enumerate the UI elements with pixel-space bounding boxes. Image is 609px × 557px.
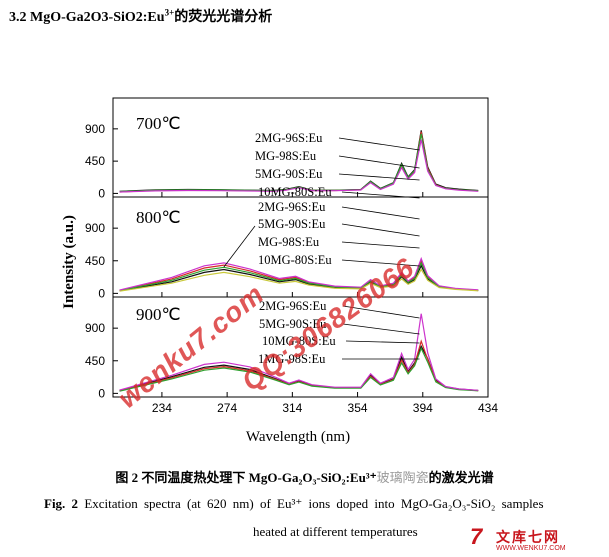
x-tick-label: 434	[478, 401, 498, 415]
band-arrow	[223, 225, 256, 268]
series-label: 10MG-80S:Eu	[258, 253, 332, 267]
section-heading: 3.2 MgO-Ga2O3-SiO2:Eu3+的荧光光谱分析	[9, 7, 273, 25]
y-tick-label: 900	[85, 122, 105, 136]
label-arrow	[338, 173, 420, 181]
series-line	[119, 256, 479, 291]
y-tick-label: 900	[85, 321, 105, 335]
logo-url: WWW.WENKU7.COM	[496, 545, 566, 552]
series-label: MG-98S:Eu	[258, 235, 320, 249]
figure-caption-english-line2: heated at different temperatures	[253, 524, 418, 539]
y-tick-label: 450	[85, 154, 105, 168]
series-label: 5MG-90S:Eu	[259, 317, 327, 331]
y-tick-label: 0	[98, 386, 105, 400]
label-arrow	[345, 340, 420, 344]
y-tick-label: 450	[85, 354, 105, 368]
panel-1-series	[119, 130, 479, 193]
series-label: 10MG-80S:Eu	[262, 334, 336, 348]
y-axis-label: Intensity (a.u.)	[61, 215, 77, 309]
label-arrow	[342, 305, 420, 319]
label-arrow	[341, 206, 420, 220]
series-line	[119, 339, 479, 392]
series-label: 2MG-96S:Eu	[259, 299, 327, 313]
label-arrow	[338, 137, 420, 151]
x-tick-label: 274	[217, 401, 237, 415]
series-line	[119, 313, 479, 391]
x-tick-label: 314	[282, 401, 302, 415]
x-tick-label: 394	[413, 401, 433, 415]
panel-title: 700℃	[136, 114, 181, 133]
figure-caption-english: Fig. 2 Excitation spectra (at 620 nm) of…	[44, 496, 544, 511]
logo-mark: 7	[470, 524, 483, 549]
panel-title: 900℃	[136, 305, 181, 324]
series-line	[119, 346, 479, 392]
series-label: 10MG-80S:Eu	[258, 185, 332, 199]
label-arrow	[341, 223, 420, 237]
series-label: 2MG-96S:Eu	[255, 131, 323, 145]
series-label: 2MG-96S:Eu	[258, 200, 326, 214]
y-tick-label: 0	[98, 186, 105, 200]
panel-2-series	[119, 256, 479, 292]
label-arrow	[338, 155, 420, 169]
series-label: 5MG-90S:Eu	[255, 167, 323, 181]
panel-3-series	[119, 313, 479, 392]
series-label: 1MG-98S:Eu	[258, 352, 326, 366]
panel-title: 800℃	[136, 208, 181, 227]
panel-frame	[112, 97, 489, 198]
logo-name: 文库七网	[496, 529, 560, 545]
panel-frame	[112, 296, 489, 398]
label-arrow	[342, 323, 420, 335]
series-label: MG-98S:Eu	[255, 149, 317, 163]
series-line	[119, 268, 479, 292]
panel-1: 0 450 900	[85, 97, 489, 200]
x-tick-label: 234	[152, 401, 172, 415]
series-label: 5MG-90S:Eu	[258, 217, 326, 231]
series-line	[119, 139, 479, 193]
figure-caption-chinese: 图 2 不同温度热处理下 MgO-Ga₂O₃-SiO₂:Eu³⁺玻璃陶瓷的激发光…	[115, 470, 494, 485]
label-arrow	[341, 259, 420, 267]
y-tick-label: 0	[98, 286, 105, 300]
label-arrow	[341, 241, 420, 249]
x-tick-label: 354	[348, 401, 368, 415]
panel-3: 0 450 900	[85, 296, 489, 400]
label-arrow	[341, 191, 420, 199]
series-line	[119, 261, 479, 292]
y-tick-label: 900	[85, 221, 105, 235]
y-tick-label: 450	[85, 254, 105, 268]
x-axis-label: Wavelength (nm)	[246, 429, 350, 445]
